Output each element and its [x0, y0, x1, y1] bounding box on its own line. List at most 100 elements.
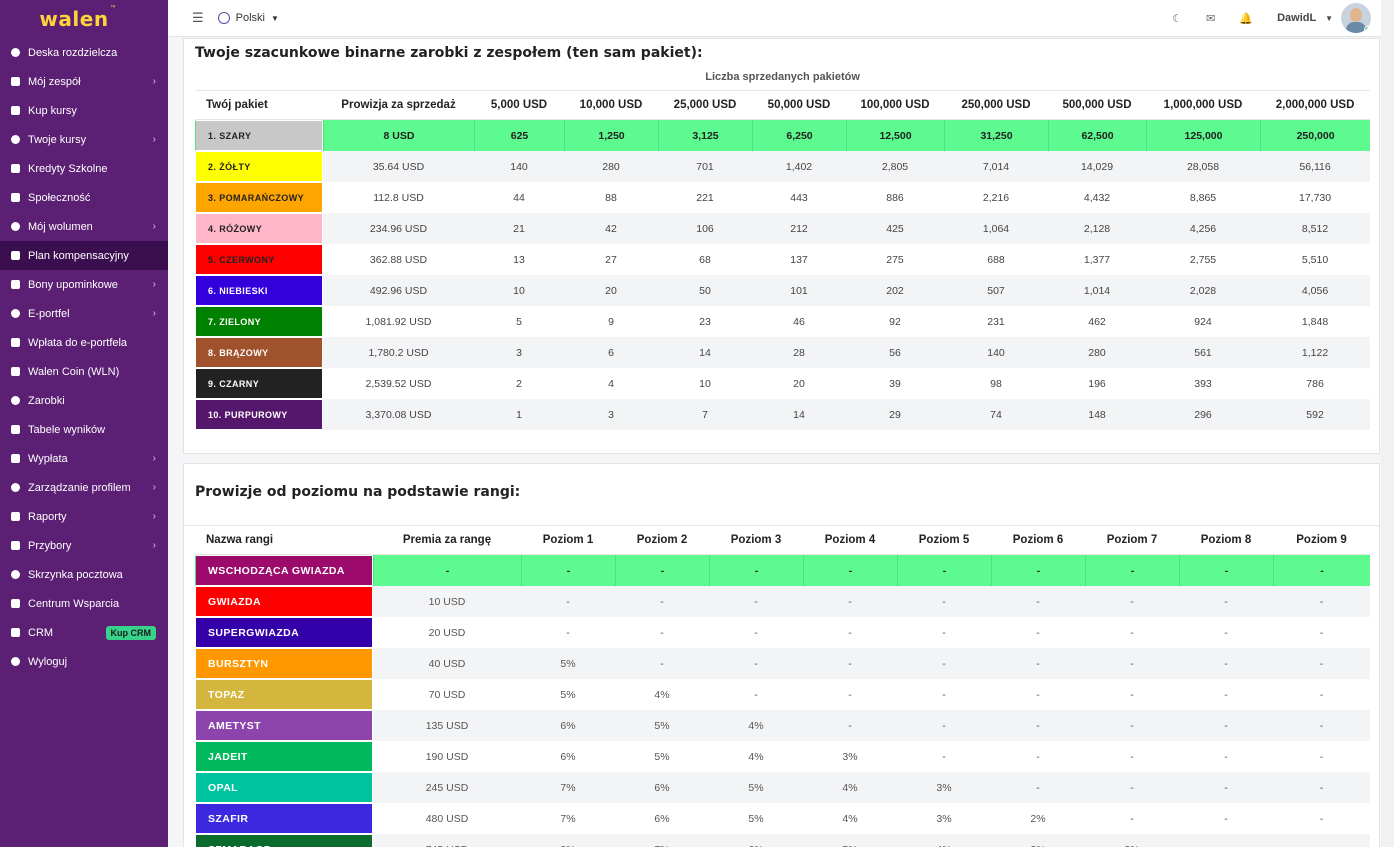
column-header: Poziom 3 — [709, 526, 803, 555]
table-cell: 3 — [564, 399, 658, 430]
chart-icon — [9, 221, 21, 233]
table-cell: 4% — [897, 834, 991, 847]
sidebar-item-18[interactable]: Skrzynka pocztowa — [0, 560, 168, 589]
sidebar-item-12[interactable]: Zarobki — [0, 386, 168, 415]
table-cell: 7% — [615, 834, 709, 847]
sidebar-item-label: Wpłata do e-portfela — [28, 336, 128, 349]
menu-toggle-icon[interactable]: ☰ — [192, 10, 204, 25]
logo[interactable]: walen ™ — [0, 0, 168, 38]
rank-row-name: BURSZTYN — [195, 648, 373, 679]
sidebar-item-label: Twoje kursy — [28, 133, 87, 146]
table-cell: 8,512 — [1260, 213, 1371, 244]
table-cell: 443 — [790, 191, 808, 204]
sidebar-item-16[interactable]: Raporty › — [0, 502, 168, 531]
sidebar: walen ™ Deska rozdzielcza Mój zespół › Kup k… — [0, 0, 168, 847]
chevron-right-icon: › — [152, 308, 156, 319]
sidebar-item-3[interactable]: Twoje kursy › — [0, 125, 168, 154]
table-cell: 88 — [605, 191, 617, 204]
sidebar-item-8[interactable]: Bony upominkowe › — [0, 270, 168, 299]
package-row: 6. NIEBIESKI 492.96 USD 10 20 50 101 202 507 1,0… — [195, 275, 1371, 306]
table-cell: 280 — [1048, 337, 1146, 368]
table-cell: 4,432 — [1083, 191, 1111, 204]
sidebar-item-label: Społeczność — [28, 191, 91, 204]
sidebar-item-20[interactable]: CRM Kup CRM — [0, 618, 168, 647]
sidebar-item-6[interactable]: Mój wolumen › — [0, 212, 168, 241]
package-row: 3. POMARAŃCZOWY 112.8 USD 44 88 221 443 886 2,2… — [195, 182, 1370, 213]
table-cell: 5% — [803, 834, 897, 847]
table-cell: - — [1179, 772, 1273, 803]
sidebar-item-2[interactable]: Kup kursy — [0, 96, 168, 125]
table-cell: - — [521, 555, 615, 586]
user-menu[interactable]: DawidL ▼ — [1277, 12, 1333, 24]
sidebar-item-11[interactable]: Walen Coin (WLN) — [0, 357, 168, 386]
table-cell: 21 — [474, 213, 564, 244]
table-cell: - — [942, 688, 946, 701]
rank-row-name: SZAFIR — [195, 803, 373, 834]
table-cell: 8 USD — [323, 120, 474, 151]
package-row: 10. PURPUROWY 3,370.08 USD 1 3 7 14 29 74 148 296… — [195, 399, 1371, 430]
sidebar-item-13[interactable]: Tabele wyników — [0, 415, 168, 444]
sidebar-item-1[interactable]: Mój zespół › — [0, 67, 168, 96]
bell-icon[interactable]: 🔔 — [1239, 12, 1254, 25]
table-cell: - — [1273, 648, 1370, 679]
sidebar-item-label: Zarządzanie profilem — [28, 481, 131, 494]
sidebar-item-5[interactable]: Społeczność — [0, 183, 168, 212]
table-cell: - — [991, 586, 1085, 617]
sidebar-item-9[interactable]: E-portfel › — [0, 299, 168, 328]
table-cell: - — [1273, 834, 1370, 847]
table-cell: - — [754, 688, 758, 701]
table-cell: - — [615, 555, 709, 586]
sidebar-item-label: E-portfel — [28, 307, 70, 320]
table-cell: 5% — [748, 812, 764, 825]
table-cell: 68 — [699, 253, 711, 266]
language-selector[interactable]: Polski ▼ — [217, 12, 279, 24]
sidebar-item-19[interactable]: Centrum Wsparcia — [0, 589, 168, 618]
table-cell: - — [1273, 586, 1370, 617]
table-cell: - — [1273, 772, 1370, 803]
chevron-right-icon: › — [152, 511, 156, 522]
table-cell: 4% — [709, 710, 803, 741]
table-cell: - — [991, 710, 1085, 741]
sidebar-item-17[interactable]: Przybory › — [0, 531, 168, 560]
trophy-icon — [9, 424, 21, 436]
table-cell: - — [1036, 750, 1040, 763]
table-cell: - — [566, 626, 570, 639]
sidebar-item-21[interactable]: Wyloguj — [0, 647, 168, 676]
table-cell: 2,128 — [1048, 213, 1146, 244]
table-cell: 7% — [560, 812, 576, 825]
sidebar-item-7[interactable]: Plan kompensacyjny — [0, 241, 168, 270]
table-cell: 2,805 — [846, 151, 944, 182]
table-cell: 625 — [474, 120, 564, 151]
sidebar-item-15[interactable]: Zarządzanie profilem › — [0, 473, 168, 502]
table-cell: - — [1273, 555, 1370, 586]
table-cell: - — [1085, 772, 1179, 803]
table-cell: 40 USD — [373, 648, 521, 679]
sidebar-item-14[interactable]: Wypłata › — [0, 444, 168, 473]
rank-row: TOPAZ 70 USD 5% 4% - - - - - - - — [195, 679, 1370, 710]
table-cell: - — [991, 772, 1085, 803]
table-cell: 745 USD — [373, 834, 521, 847]
column-header: 50,000 USD — [752, 91, 846, 120]
avatar[interactable] — [1341, 3, 1371, 33]
table-cell: 50 — [658, 275, 752, 306]
table-cell: 2,539.52 USD — [365, 377, 432, 390]
rank-row-name: GWIAZDA — [195, 586, 373, 617]
table-cell: 1,377 — [1083, 253, 1111, 266]
scrollbar[interactable] — [1381, 0, 1394, 847]
sidebar-item-4[interactable]: Kredyty Szkolne — [0, 154, 168, 183]
book-icon — [9, 134, 21, 146]
rank-row-name: TOPAZ — [195, 679, 373, 710]
column-header: Poziom 5 — [897, 526, 991, 555]
table-cell: 14 — [658, 337, 752, 368]
crm-badge[interactable]: Kup CRM — [105, 625, 156, 640]
package-row: 5. CZERWONY 362.88 USD 13 27 68 137 275 688 1,37… — [195, 244, 1370, 275]
mail-icon[interactable]: ✉ — [1206, 12, 1216, 25]
mail-icon — [9, 569, 21, 581]
chevron-right-icon: › — [152, 279, 156, 290]
dark-mode-icon[interactable]: ☾ — [1172, 12, 1183, 25]
table-cell: - — [1319, 688, 1324, 701]
table-cell: 112.8 USD — [373, 191, 424, 204]
cart-icon — [9, 105, 21, 117]
sidebar-item-10[interactable]: Wpłata do e-portfela — [0, 328, 168, 357]
sidebar-item-0[interactable]: Deska rozdzielcza — [0, 38, 168, 67]
